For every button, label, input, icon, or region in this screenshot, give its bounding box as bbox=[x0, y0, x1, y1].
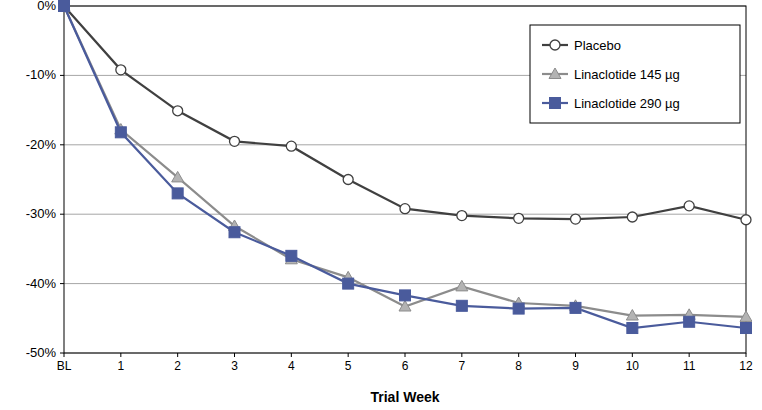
data-point bbox=[172, 171, 184, 182]
data-point bbox=[456, 280, 468, 291]
data-point bbox=[116, 65, 126, 75]
y-tick-label: -40% bbox=[26, 276, 57, 291]
data-point bbox=[172, 188, 183, 199]
data-point bbox=[399, 301, 411, 312]
data-point bbox=[740, 311, 752, 322]
x-tick bbox=[405, 353, 406, 357]
series-line bbox=[64, 6, 746, 220]
x-tick-label: 10 bbox=[626, 359, 640, 373]
data-point bbox=[115, 127, 126, 138]
chart: 0%-10%-20%-30%-40%-50%BL123456789101112T… bbox=[0, 0, 762, 410]
legend-label: Placebo bbox=[574, 38, 621, 53]
x-tick-label: 5 bbox=[345, 359, 352, 373]
y-tick-label: -20% bbox=[26, 137, 57, 152]
y-tick-label: 0% bbox=[37, 0, 56, 13]
data-point bbox=[513, 303, 524, 314]
data-point bbox=[627, 323, 638, 334]
x-tick bbox=[348, 353, 349, 357]
x-tick bbox=[64, 353, 65, 357]
x-tick bbox=[234, 353, 235, 357]
data-point bbox=[400, 204, 410, 214]
series-line bbox=[64, 6, 746, 317]
y-tick-label: -30% bbox=[26, 206, 57, 221]
data-point bbox=[456, 300, 467, 311]
grid-line bbox=[64, 283, 746, 284]
data-point bbox=[514, 213, 524, 223]
legend-box bbox=[530, 25, 740, 123]
legend-marker bbox=[550, 98, 561, 109]
x-tick bbox=[689, 353, 690, 357]
x-tick-label: 7 bbox=[458, 359, 465, 373]
plot-area bbox=[58, 0, 752, 334]
plot-frame bbox=[64, 6, 746, 353]
data-point bbox=[457, 211, 467, 221]
x-tick bbox=[291, 353, 292, 357]
data-point bbox=[173, 106, 183, 116]
data-point bbox=[343, 175, 353, 185]
y-tick bbox=[60, 214, 64, 215]
x-tick-label: 3 bbox=[231, 359, 238, 373]
legend-marker bbox=[549, 68, 561, 79]
data-point bbox=[59, 1, 70, 12]
x-tick-label: 11 bbox=[683, 359, 696, 373]
x-tick-label: 8 bbox=[515, 359, 522, 373]
x-tick bbox=[518, 353, 519, 357]
data-point bbox=[59, 1, 69, 11]
data-point bbox=[570, 302, 581, 313]
x-tick-label: 1 bbox=[117, 359, 124, 373]
x-tick-label: 9 bbox=[572, 359, 579, 373]
x-tick-label: BL bbox=[57, 359, 72, 373]
x-tick bbox=[120, 353, 121, 357]
y-tick bbox=[60, 283, 64, 284]
data-point bbox=[286, 141, 296, 151]
x-axis-label: Trial Week bbox=[370, 389, 439, 405]
legend-label: Linaclotide 145 µg bbox=[574, 67, 680, 82]
data-point bbox=[400, 290, 411, 301]
data-point bbox=[343, 278, 354, 289]
x-tick bbox=[632, 353, 633, 357]
data-point bbox=[684, 316, 695, 327]
legend-marker bbox=[550, 40, 560, 50]
data-point bbox=[571, 214, 581, 224]
y-tick bbox=[60, 75, 64, 76]
x-tick-label: 6 bbox=[402, 359, 409, 373]
series-line bbox=[64, 6, 746, 328]
data-point bbox=[627, 212, 637, 222]
x-tick bbox=[575, 353, 576, 357]
data-point bbox=[58, 0, 70, 11]
x-tick bbox=[746, 353, 747, 357]
x-tick-label: 2 bbox=[174, 359, 181, 373]
data-point bbox=[286, 250, 297, 261]
x-tick-label: 4 bbox=[288, 359, 295, 373]
data-point bbox=[229, 227, 240, 238]
x-tick bbox=[461, 353, 462, 357]
grid-line bbox=[64, 144, 746, 145]
x-tick bbox=[177, 353, 178, 357]
y-tick bbox=[60, 144, 64, 145]
data-point bbox=[230, 136, 240, 146]
data-point bbox=[684, 201, 694, 211]
legend-label: Linaclotide 290 µg bbox=[574, 96, 680, 111]
y-tick bbox=[60, 353, 64, 354]
data-point bbox=[626, 310, 638, 321]
y-tick-label: -50% bbox=[26, 345, 57, 360]
data-point bbox=[741, 215, 751, 225]
y-tick-label: -10% bbox=[26, 67, 57, 82]
x-tick-label: 12 bbox=[739, 359, 753, 373]
data-point bbox=[741, 323, 752, 334]
